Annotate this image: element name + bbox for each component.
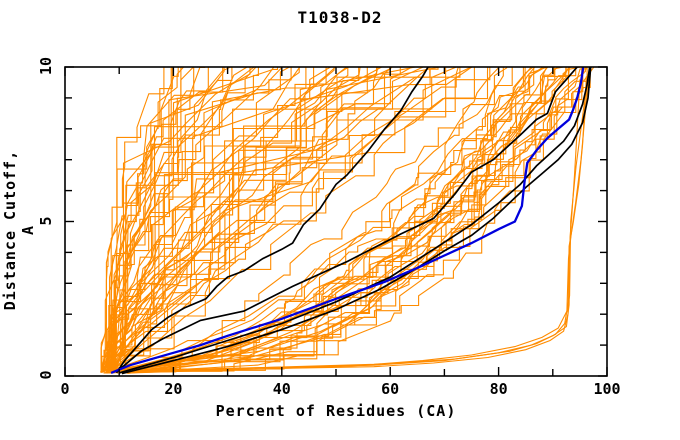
blue-model-curve	[110, 67, 585, 374]
orange-model-curve	[126, 67, 585, 370]
orange-model-curve	[123, 67, 548, 371]
orange-model-curve	[110, 67, 513, 372]
x-tick-label: 20	[164, 380, 183, 398]
orange-model-curve	[109, 67, 475, 372]
x-tick-label: 40	[272, 380, 291, 398]
orange-model-curve	[104, 67, 491, 370]
orange-model-curve	[124, 67, 591, 373]
orange-outlier-curve	[129, 76, 591, 374]
orange-model-curve	[108, 67, 489, 374]
orange-model-curve	[107, 67, 225, 372]
orange-model-curve	[102, 67, 300, 371]
orange-model-curve	[120, 67, 549, 372]
orange-model-curve	[102, 67, 349, 373]
x-tick-label: 80	[489, 380, 508, 398]
orange-model-curve	[127, 67, 535, 375]
y-tick-label: 10	[37, 56, 55, 76]
y-tick-label: 5	[37, 215, 55, 226]
orange-model-curve	[109, 67, 526, 374]
x-axis-label: Percent of Residues (CA)	[215, 402, 457, 420]
orange-model-curve	[113, 67, 447, 371]
orange-model-curve	[106, 67, 279, 374]
orange-model-curve	[109, 67, 382, 374]
orange-outlier-curve	[119, 79, 581, 372]
orange-model-curve	[111, 67, 570, 371]
black-model-curve	[121, 67, 592, 375]
orange-model-curve	[106, 67, 472, 370]
orange-model-curve	[113, 67, 581, 374]
orange-model-curve	[117, 67, 544, 373]
orange-model-curve	[101, 67, 459, 371]
orange-model-curve	[135, 67, 586, 372]
orange-model-curve	[100, 67, 182, 373]
orange-model-curve	[101, 67, 391, 373]
x-tick-label: 0	[60, 380, 70, 398]
orange-model-curve	[112, 67, 431, 370]
orange-model-curve	[112, 67, 583, 370]
orange-model-curve	[108, 67, 424, 370]
x-tick-label: 100	[593, 380, 621, 398]
black-model-curve	[118, 67, 578, 371]
black-model-curve	[115, 67, 429, 374]
orange-model-curve	[111, 67, 179, 371]
plot-title: T1038-D2	[297, 8, 383, 27]
orange-outlier-curve	[113, 82, 589, 373]
orange-model-curve	[111, 67, 379, 373]
orange-model-curve	[113, 67, 473, 372]
orange-model-curve	[108, 67, 327, 370]
orange-model-curve	[112, 67, 248, 372]
x-tick-label: 60	[381, 380, 400, 398]
y-axis-label: Distance Cutoff, A	[1, 149, 37, 311]
y-tick-label: 0	[37, 370, 55, 380]
orange-model-curve	[110, 67, 461, 370]
orange-model-curve	[128, 67, 571, 371]
orange-model-curve	[101, 67, 331, 372]
orange-model-curve	[105, 67, 393, 373]
black-model-curve	[118, 67, 591, 374]
orange-model-curve	[115, 67, 570, 371]
orange-model-curve	[105, 67, 430, 373]
orange-model-curve	[121, 67, 588, 370]
